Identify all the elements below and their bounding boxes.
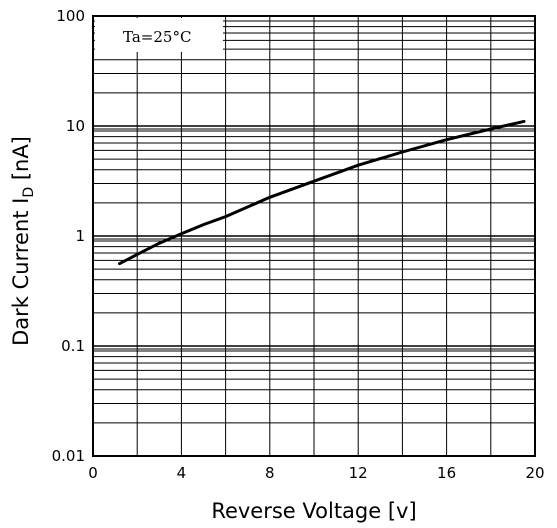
x-tick-labels: 0 4 8 12 16 20 (88, 464, 544, 482)
annotation-temperature: Ta=25°C (123, 28, 191, 46)
y-axis-title-unit: [nA] (9, 136, 33, 187)
y-axis-title-main: Dark Current I (9, 198, 33, 346)
y-tick-label: 10 (66, 117, 85, 135)
y-axis-title-subscript: D (21, 187, 37, 198)
y-axis-title: Dark Current ID [nA] (9, 136, 37, 346)
y-tick-label: 0.1 (61, 337, 85, 355)
x-tick-label: 4 (177, 464, 187, 482)
x-axis-title: Reverse Voltage [v] (211, 499, 416, 523)
x-tick-label: 20 (525, 464, 544, 482)
x-tick-label: 8 (265, 464, 275, 482)
y-tick-label: 1 (75, 227, 85, 245)
annotation-box: Ta=25°C (95, 18, 223, 52)
x-tick-label: 0 (88, 464, 98, 482)
x-tick-label: 12 (349, 464, 368, 482)
x-tick-label: 16 (437, 464, 456, 482)
grid-lines (93, 16, 535, 456)
y-tick-label: 100 (56, 7, 85, 25)
y-tick-labels: 0.01 0.1 1 10 100 (52, 7, 85, 465)
y-tick-label: 0.01 (52, 447, 85, 465)
